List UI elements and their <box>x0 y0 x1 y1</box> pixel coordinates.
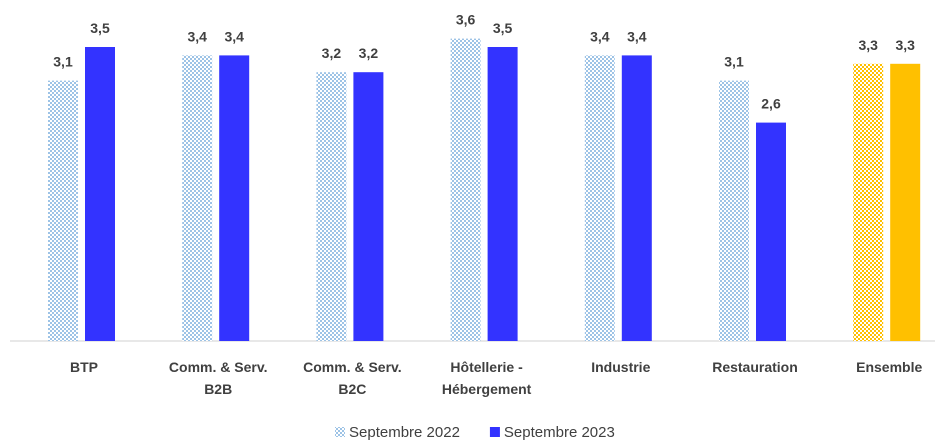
x-tick-label: Ensemble <box>856 359 922 375</box>
value-label: 3,6 <box>456 12 476 28</box>
bar <box>353 72 384 341</box>
value-label: 3,5 <box>493 20 513 36</box>
legend-swatch <box>489 427 500 437</box>
value-label: 3,2 <box>322 45 342 61</box>
bar <box>621 55 652 342</box>
x-tick-label-line: Ensemble <box>856 359 922 375</box>
value-label: 3,4 <box>187 28 207 44</box>
x-tick-label: Comm. & Serv. B2C <box>303 359 402 397</box>
x-tick-label-line: Hébergement <box>442 381 532 397</box>
x-tick-label-line: Comm. & Serv. <box>169 359 268 375</box>
x-tick-label-line: Restauration <box>712 359 798 375</box>
bar <box>756 122 786 341</box>
legend-label: Septembre 2022 <box>349 424 460 441</box>
value-label: 3,2 <box>359 45 379 61</box>
bar <box>450 38 481 341</box>
x-tick-label-line: B2C <box>338 381 366 397</box>
value-label: 3,5 <box>90 20 110 36</box>
bar <box>219 55 250 342</box>
x-tick-label: Hôtellerie - Hébergement <box>442 359 532 397</box>
x-tick-label-line: Comm. & Serv. <box>303 359 402 375</box>
bar <box>182 55 213 342</box>
value-label: 3,4 <box>590 28 610 44</box>
value-label: 3,3 <box>858 37 878 53</box>
bar <box>48 80 78 341</box>
value-label: 2,6 <box>761 96 781 112</box>
bar <box>316 72 347 341</box>
value-label: 3,4 <box>627 28 647 44</box>
x-tick-label: Restauration <box>712 359 798 375</box>
x-tick-label: BTP <box>70 359 98 375</box>
x-tick-label-line: Industrie <box>591 359 650 375</box>
x-tick-label-line: B2B <box>204 381 232 397</box>
legend-label: Septembre 2023 <box>504 424 615 441</box>
legend-swatch <box>335 427 345 437</box>
x-tick-label: Industrie <box>591 359 650 375</box>
bar <box>853 63 884 342</box>
bar <box>719 80 749 341</box>
value-label: 3,1 <box>53 54 73 70</box>
bar <box>584 55 615 342</box>
x-tick-label-line: BTP <box>70 359 98 375</box>
x-tick-label: Comm. & Serv. B2B <box>169 359 268 397</box>
value-label: 3,1 <box>724 54 744 70</box>
bar <box>890 63 921 342</box>
x-tick-label-line: Hôtellerie - <box>450 359 523 375</box>
bar <box>85 47 115 341</box>
value-label: 3,4 <box>224 28 244 44</box>
bar <box>487 47 518 341</box>
value-label: 3,3 <box>895 37 915 53</box>
